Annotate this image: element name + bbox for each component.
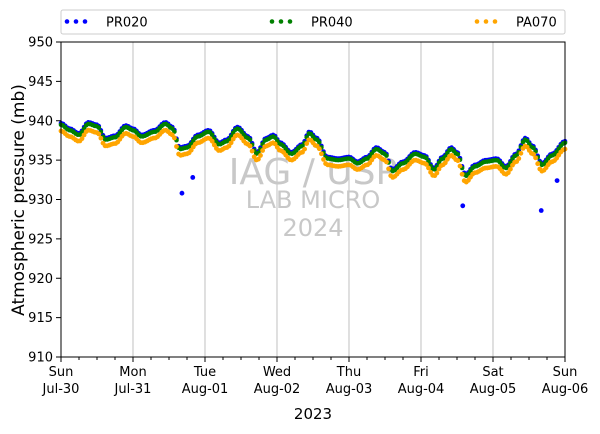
x-tick-label-day: Fri <box>413 365 429 380</box>
data-point <box>316 146 322 152</box>
data-point <box>258 153 263 158</box>
data-point <box>174 144 179 149</box>
x-tick-label-day: Sat <box>482 365 503 380</box>
outlier-point <box>190 175 196 180</box>
data-points <box>58 120 568 213</box>
y-tick-label: 935 <box>28 154 53 169</box>
data-point <box>211 142 217 148</box>
data-point <box>96 131 102 137</box>
y-tick-label: 945 <box>28 75 53 90</box>
y-tick-label: 910 <box>28 351 53 366</box>
x-tick-label-date: Jul-31 <box>114 382 152 397</box>
legend-label: PA070 <box>516 16 557 31</box>
watermark-text: LAB MICRO <box>246 186 381 214</box>
data-point <box>249 148 255 154</box>
data-point <box>319 151 324 157</box>
data-point <box>96 125 102 130</box>
data-point <box>209 132 215 138</box>
y-axis: 910 915 920 925 930 935 940 945 950 <box>28 36 61 366</box>
y-tick-label: 950 <box>28 36 53 51</box>
data-point <box>442 160 448 166</box>
data-point <box>228 140 234 146</box>
grid <box>132 42 494 357</box>
x-tick-label-day: Sun <box>553 365 578 380</box>
data-point <box>321 156 326 162</box>
outlier-point <box>460 203 466 209</box>
data-point <box>505 170 511 176</box>
outlier-point <box>179 190 185 196</box>
x-tick-label-date: Aug-01 <box>182 382 229 397</box>
data-point <box>247 143 253 149</box>
data-point <box>531 151 536 157</box>
x-tick-label-date: Aug-06 <box>542 382 589 397</box>
x-axis-label: 2023 <box>294 405 332 423</box>
legend-marker <box>483 19 489 24</box>
x-tick-label-date: Jul-30 <box>42 382 80 397</box>
data-point <box>272 135 278 140</box>
legend-box <box>60 9 566 35</box>
data-point <box>79 136 85 142</box>
x-tick-label-date: Aug-02 <box>254 382 301 397</box>
data-point <box>98 135 104 141</box>
data-point <box>384 153 389 158</box>
x-tick-label-date: Aug-04 <box>398 382 445 397</box>
legend-label: PR040 <box>311 16 353 31</box>
watermark-text: 2024 <box>282 214 343 242</box>
y-tick-label: 920 <box>28 272 53 287</box>
legend-marker <box>73 19 79 24</box>
legend-marker <box>278 19 284 24</box>
x-tick-label-date: Aug-05 <box>470 382 517 397</box>
legend: PR020 PR040 PA070 <box>60 9 566 35</box>
outlier-point <box>538 208 544 213</box>
legend-marker <box>269 19 275 24</box>
data-point <box>426 165 431 171</box>
legend-marker <box>82 19 88 24</box>
data-point <box>459 171 465 177</box>
x-tick-label-day: Tue <box>193 365 216 380</box>
y-tick-label: 930 <box>28 193 53 208</box>
data-point <box>457 163 463 169</box>
data-point <box>209 138 215 144</box>
data-point <box>524 138 530 144</box>
data-point <box>531 145 536 151</box>
data-point <box>260 148 265 153</box>
x-tick-label-date: Aug-03 <box>326 382 373 397</box>
data-point <box>424 155 429 161</box>
data-point <box>386 166 391 172</box>
x-tick-label-day: Thu <box>336 365 361 380</box>
data-point <box>384 159 389 165</box>
legend-marker <box>492 19 498 24</box>
outlier-point <box>554 178 560 184</box>
data-point <box>518 150 524 156</box>
legend-marker <box>287 19 293 24</box>
legend-marker <box>474 19 480 24</box>
y-axis-label: Atmospheric pressure (mb) <box>9 84 29 316</box>
data-point <box>455 158 461 164</box>
x-axis: Sun Jul-30 Mon Jul-31 Tue Aug-01 Wed Aug-02 Thu A… <box>42 357 589 397</box>
data-point <box>508 166 513 172</box>
data-point <box>172 135 177 141</box>
data-point <box>317 140 322 145</box>
data-point <box>455 152 461 157</box>
data-point <box>434 170 440 176</box>
data-point <box>256 156 261 162</box>
x-tick-label-day: Sun <box>49 365 74 380</box>
x-tick-label-day: Mon <box>119 365 146 380</box>
y-tick-label: 940 <box>28 114 53 129</box>
data-point <box>533 155 538 161</box>
y-tick-label: 925 <box>28 232 53 247</box>
legend-marker <box>64 19 70 24</box>
x-tick-label-day: Wed <box>263 365 291 380</box>
data-point <box>302 146 307 152</box>
y-tick-label: 915 <box>28 311 53 326</box>
data-point <box>247 137 253 142</box>
data-point <box>304 141 310 146</box>
data-point <box>424 161 429 167</box>
data-point <box>516 156 522 161</box>
legend-label: PR020 <box>106 16 148 31</box>
series-pa070 <box>58 127 568 185</box>
data-point <box>535 161 541 167</box>
